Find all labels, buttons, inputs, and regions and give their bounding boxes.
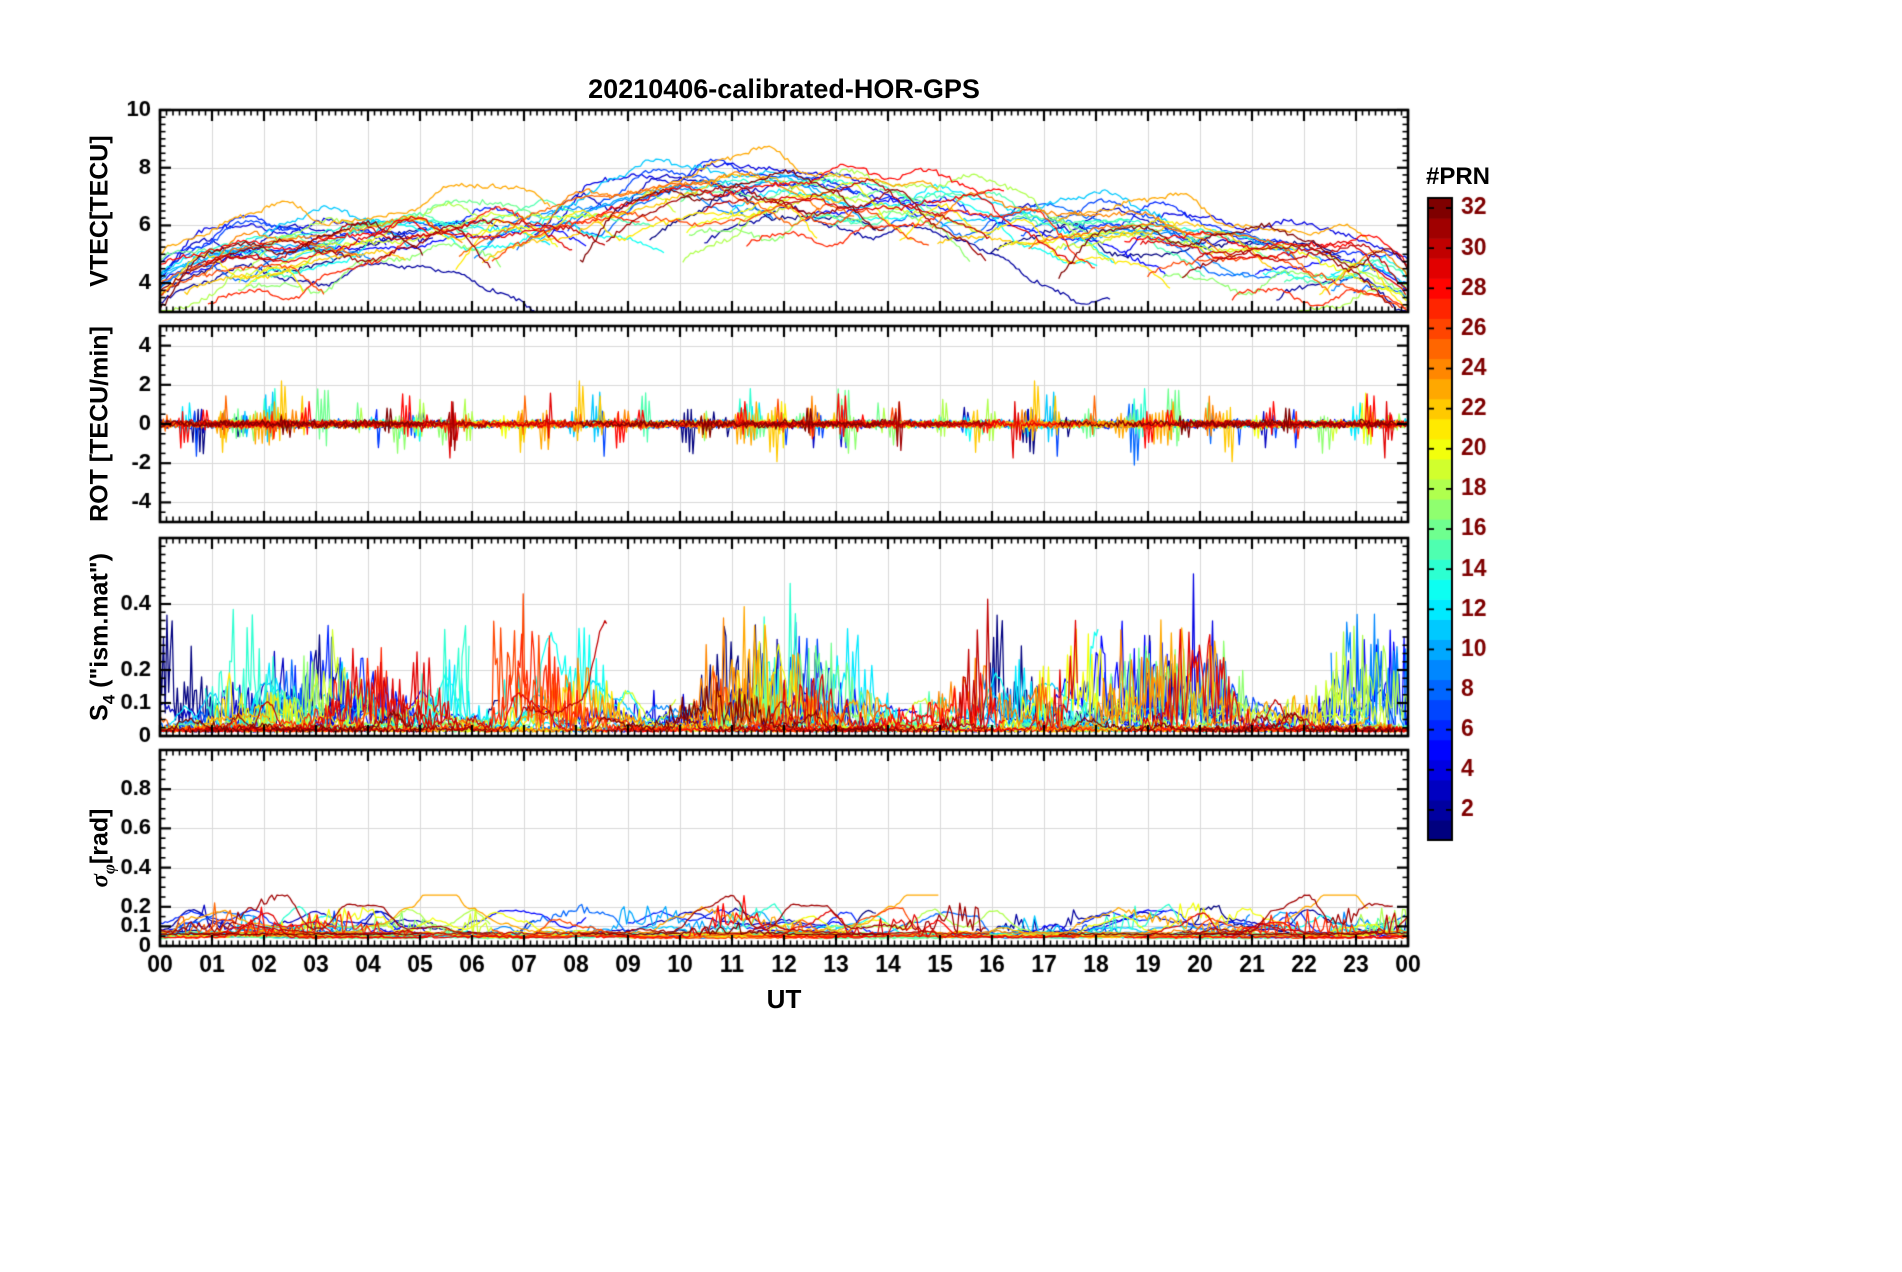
y-label-s4-base: S [85,704,114,721]
figure-title: 20210406-calibrated-HOR-GPS [588,74,980,104]
y-label-s4-rest: ("ism.mat") [85,553,114,695]
x-label: UT [766,984,802,1014]
colorbar-title: #PRN [1425,163,1491,190]
y-label-s4-sub: 4 [99,694,119,705]
y-label-vtec: VTEC[TECU] [86,135,115,286]
y-label-sigma-base: σ [86,874,114,888]
y-label-sigma-rest: [rad] [85,808,114,865]
y-label-rot-text: ROT [TECU/min] [85,326,114,522]
y-label-s4: S4 ("ism.mat") [85,553,119,721]
y-label-rot: ROT [TECU/min] [86,326,115,522]
y-label-vtec-text: VTEC[TECU] [85,135,114,287]
y-label-sigma-sub: φ [99,864,119,875]
y-label-sigma-phi: σφ[rad] [85,808,119,888]
